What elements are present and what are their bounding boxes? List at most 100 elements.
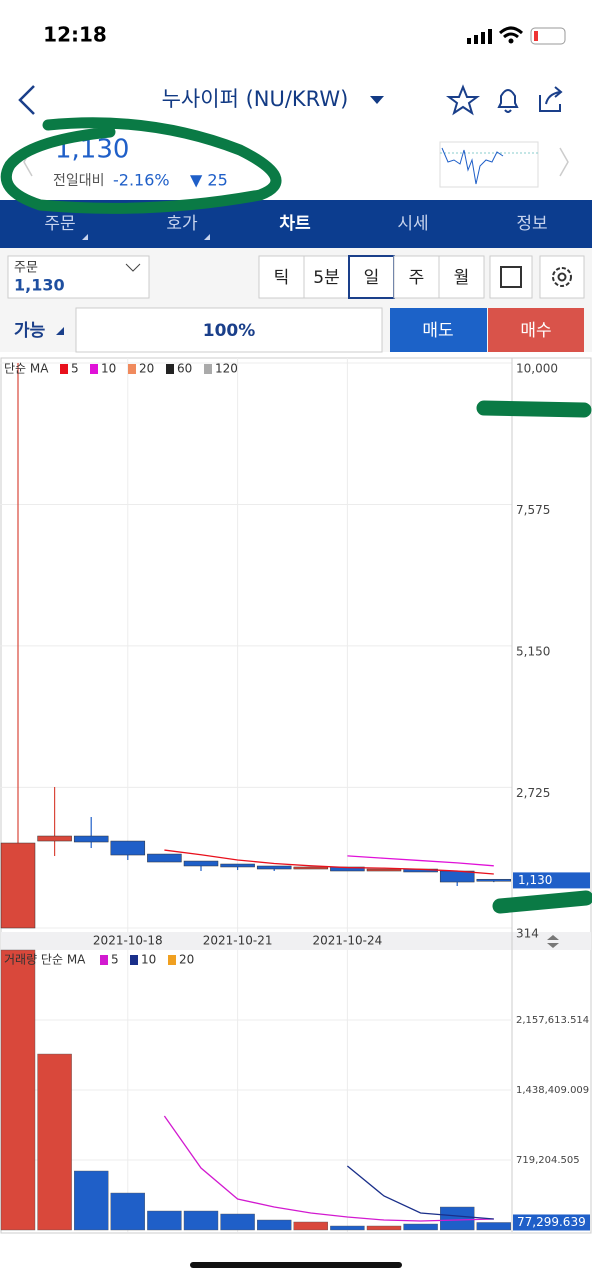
- available-dropdown[interactable]: [56, 327, 64, 335]
- axis-toggle[interactable]: [547, 935, 559, 948]
- y-tick-label: 5,150: [516, 644, 550, 658]
- status-icons: [467, 26, 566, 45]
- y-tick-label: 2,725: [516, 786, 550, 800]
- x-tick-label: 2021-10-18: [93, 934, 163, 948]
- layout-icon: [500, 266, 522, 288]
- x-tick-label: 2021-10-24: [313, 934, 383, 948]
- volume-ma-line: [163, 1115, 494, 1222]
- volume-ma-line: [346, 1165, 494, 1220]
- tab[interactable]: 시세: [397, 214, 428, 234]
- next-arrow[interactable]: [559, 147, 569, 177]
- ma-line: [347, 855, 494, 867]
- candle-body: [147, 853, 182, 863]
- settings-icon: [552, 267, 572, 287]
- period-label: 틱: [274, 268, 290, 288]
- y-tick-label: 10,000: [516, 362, 558, 376]
- volume-bar: [183, 1210, 219, 1231]
- period-button[interactable]: [303, 255, 350, 299]
- volume-bar: [147, 1210, 182, 1231]
- status-time: 12:18: [43, 23, 107, 47]
- legend-title: 거래량 단순 MA: [4, 953, 86, 967]
- legend-swatch: [90, 364, 98, 374]
- legend-label: 20: [179, 953, 194, 967]
- volume-bar: [330, 1225, 365, 1231]
- order-box[interactable]: [7, 255, 150, 299]
- home-indicator: [190, 1262, 402, 1268]
- current-volume-box: [513, 1214, 590, 1231]
- buy-button[interactable]: [488, 308, 584, 352]
- legend-label: 60: [177, 362, 192, 376]
- sparkline: [439, 141, 539, 188]
- legend-swatch: [130, 955, 138, 965]
- settings-button[interactable]: [539, 255, 585, 299]
- tab[interactable]: 차트: [279, 214, 311, 234]
- candle-body: [366, 868, 402, 872]
- ma-line: [164, 849, 494, 875]
- legend-swatch: [204, 364, 212, 374]
- header-title: 누사이퍼 (NU/KRW): [162, 87, 349, 111]
- y-tick-label: 7,575: [516, 503, 550, 517]
- legend-swatch: [60, 364, 68, 374]
- tab-corner: [204, 234, 210, 240]
- buy-label: 매수: [520, 321, 551, 341]
- tab[interactable]: 주문: [44, 214, 75, 234]
- volume-bar: [220, 1213, 255, 1231]
- legend-label: 5: [71, 362, 79, 376]
- tab[interactable]: 정보: [516, 214, 547, 234]
- y-tick-label: 1,438,409.009: [516, 1085, 589, 1096]
- annotation-scribbles: [0, 117, 592, 914]
- candle-body: [476, 878, 512, 882]
- candle-body: [220, 863, 255, 868]
- order-price: 1,130: [14, 276, 65, 295]
- settings-icon-center: [557, 272, 567, 282]
- legend-label: 10: [141, 953, 156, 967]
- legend-label: 120: [215, 362, 238, 376]
- change-label: 전일대비: [53, 173, 105, 189]
- back-button[interactable]: [18, 85, 35, 115]
- change-amount: ▼ 25: [190, 171, 228, 190]
- volume-bar: [440, 1206, 475, 1231]
- period-button[interactable]: [258, 255, 305, 299]
- change-percent: -2.16%: [113, 171, 170, 190]
- tab[interactable]: 호가: [166, 214, 198, 234]
- tab-corner: [82, 234, 88, 240]
- sell-button[interactable]: [390, 308, 487, 352]
- candle-body: [183, 860, 219, 867]
- candle-body: [73, 835, 109, 843]
- y-tick-label: 719,204.505: [516, 1155, 580, 1166]
- legend-swatch: [128, 364, 136, 374]
- volume-bar: [403, 1223, 438, 1231]
- ratio-box[interactable]: [75, 307, 383, 353]
- volume-bar: [293, 1221, 328, 1231]
- available-label: 가능: [14, 321, 46, 341]
- period-label: 5분: [313, 268, 339, 288]
- legend-swatch: [166, 364, 174, 374]
- legend-label: 20: [139, 362, 154, 376]
- x-axis-band: [1, 932, 591, 950]
- legend-title: 단순 MA: [4, 362, 49, 376]
- order-label: 주문: [14, 261, 38, 276]
- candle-body: [37, 835, 72, 842]
- title-dropdown[interactable]: [370, 96, 384, 104]
- legend-swatch: [168, 955, 176, 965]
- order-dropdown[interactable]: [125, 263, 141, 272]
- current-volume-label: 77,299.639: [517, 1215, 586, 1229]
- layout-button[interactable]: [489, 255, 533, 299]
- share-button[interactable]: [539, 86, 563, 112]
- x-tick-label: 2021-10-21: [203, 934, 273, 948]
- period-button[interactable]: [393, 255, 440, 299]
- period-label: 월: [454, 268, 470, 288]
- current-price-label: 1,130: [518, 873, 552, 887]
- period-label: 일: [364, 268, 380, 288]
- candle-body: [293, 866, 329, 870]
- legend-swatch: [100, 955, 108, 965]
- volume-bar: [110, 1192, 146, 1231]
- y-tick-label: 2,157,613.514: [516, 1015, 589, 1026]
- chart-frame: [0, 357, 592, 1234]
- volume-bar: [37, 1053, 72, 1231]
- favorite-button[interactable]: [446, 84, 480, 116]
- period-label: 주: [409, 268, 425, 288]
- period-button[interactable]: [438, 255, 485, 299]
- alert-button[interactable]: [497, 89, 519, 113]
